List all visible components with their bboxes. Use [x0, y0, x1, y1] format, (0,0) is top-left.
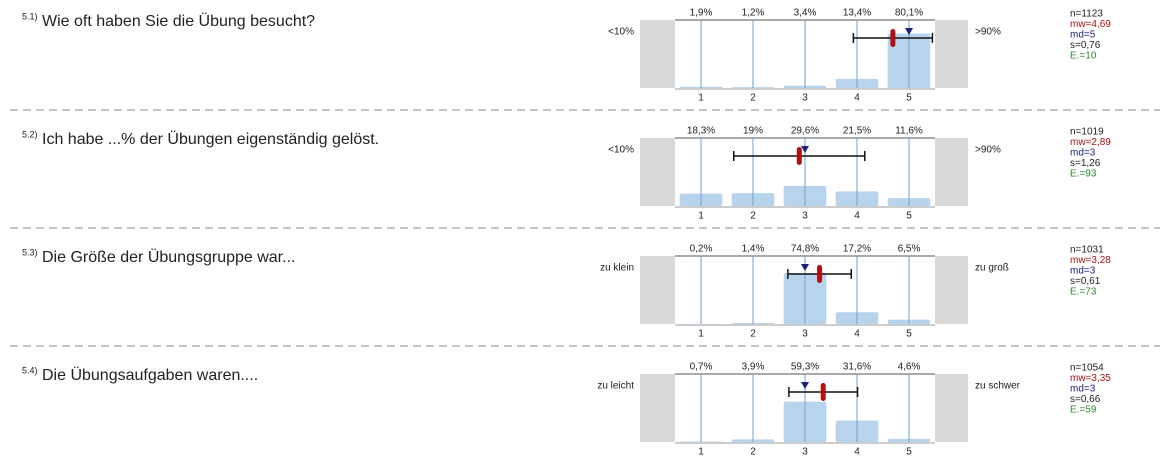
x-tick-label: 3 — [802, 329, 808, 340]
right-label: >90% — [975, 27, 1001, 38]
value-label: 29,6% — [791, 126, 819, 137]
stat-median: md=5 — [1070, 30, 1096, 41]
stat-median: md=3 — [1070, 384, 1096, 395]
value-label: 0,7% — [690, 362, 713, 373]
question-number: 5.3) — [22, 247, 38, 257]
x-tick-label: 4 — [854, 93, 860, 104]
right-label: >90% — [975, 145, 1001, 156]
value-label: 11,6% — [895, 126, 923, 137]
question-title: Wie oft haben Sie die Übung besucht? — [42, 12, 315, 30]
value-label: 1,2% — [742, 8, 765, 19]
stat-sd: s=0,76 — [1070, 40, 1101, 51]
value-label: 80,1% — [895, 8, 923, 19]
question-block: 5.1) Wie oft haben Sie die Übung besucht?… — [10, 8, 1160, 111]
stat-median: md=3 — [1070, 148, 1096, 159]
question-block: 5.2) Ich habe ...% der Übungen eigenständ… — [10, 126, 1160, 229]
value-label: 21,5% — [843, 126, 871, 137]
value-label: 3,9% — [742, 362, 765, 373]
left-panel — [640, 138, 675, 206]
right-label: zu groß — [975, 263, 1009, 274]
x-tick-label: 2 — [750, 447, 756, 457]
x-tick-label: 4 — [854, 447, 860, 457]
question-number: 5.4) — [22, 365, 38, 375]
question-block: 5.3) Die Größe der Übungsgruppe war... zu … — [10, 244, 1160, 347]
x-tick-label: 4 — [854, 329, 860, 340]
value-label: 17,2% — [843, 244, 871, 255]
mean-marker — [890, 29, 896, 47]
question-block: 5.4) Die Übungsaufgaben waren.... zu leich… — [22, 362, 1111, 457]
x-tick-label: 2 — [750, 329, 756, 340]
value-label: 6,5% — [898, 244, 921, 255]
question-title: Die Größe der Übungsgruppe war... — [42, 248, 295, 266]
x-tick-label: 1 — [698, 329, 704, 340]
right-panel — [935, 20, 968, 88]
stat-abstentions: E.=10 — [1070, 51, 1097, 62]
right-panel — [935, 374, 968, 442]
value-label: 74,8% — [791, 244, 819, 255]
value-label: 18,3% — [687, 126, 715, 137]
stat-mean: mw=4,69 — [1070, 19, 1111, 30]
stat-sd: s=0,61 — [1070, 276, 1101, 287]
x-tick-label: 1 — [698, 93, 704, 104]
question-title: Die Übungsaufgaben waren.... — [42, 366, 258, 384]
stat-sd: s=1,26 — [1070, 158, 1101, 169]
value-label: 59,3% — [791, 362, 819, 373]
value-label: 31,6% — [843, 362, 871, 373]
x-tick-label: 5 — [906, 211, 912, 222]
stat-abstentions: E.=93 — [1070, 169, 1097, 180]
left-label: zu leicht — [597, 381, 634, 392]
x-tick-label: 5 — [906, 329, 912, 340]
x-tick-label: 1 — [698, 211, 704, 222]
median-marker — [801, 264, 809, 271]
stat-sd: s=0,66 — [1070, 394, 1101, 405]
mean-marker — [820, 383, 826, 401]
value-label: 19% — [743, 126, 763, 137]
x-tick-label: 3 — [802, 93, 808, 104]
value-label: 3,4% — [794, 8, 817, 19]
x-tick-label: 1 — [698, 447, 704, 457]
stat-abstentions: E.=59 — [1070, 405, 1097, 416]
left-label: <10% — [608, 27, 634, 38]
stat-n: n=1054 — [1070, 363, 1104, 374]
median-marker — [801, 382, 809, 389]
stat-n: n=1031 — [1070, 245, 1104, 256]
stat-n: n=1019 — [1070, 127, 1104, 138]
left-label: zu klein — [600, 263, 634, 274]
question-title: Ich habe ...% der Übungen eigenständig g… — [42, 130, 379, 148]
mean-marker — [796, 147, 802, 165]
median-marker — [905, 28, 913, 35]
right-panel — [935, 256, 968, 324]
left-label: <10% — [608, 145, 634, 156]
value-label: 1,4% — [742, 244, 765, 255]
x-tick-label: 2 — [750, 93, 756, 104]
stat-mean: mw=3,28 — [1070, 255, 1111, 266]
question-number: 5.2) — [22, 129, 38, 139]
right-panel — [935, 138, 968, 206]
value-label: 4,6% — [898, 362, 921, 373]
x-tick-label: 3 — [802, 211, 808, 222]
x-tick-label: 5 — [906, 447, 912, 457]
x-tick-label: 5 — [906, 93, 912, 104]
value-label: 1,9% — [690, 8, 713, 19]
x-tick-label: 3 — [802, 447, 808, 457]
median-marker — [801, 146, 809, 153]
value-label: 0,2% — [690, 244, 713, 255]
left-panel — [640, 374, 675, 442]
question-number: 5.1) — [22, 11, 38, 21]
stat-n: n=1123 — [1070, 9, 1103, 20]
left-panel — [640, 20, 675, 88]
x-tick-label: 2 — [750, 211, 756, 222]
x-tick-label: 4 — [854, 211, 860, 222]
stat-mean: mw=2,89 — [1070, 137, 1111, 148]
stat-abstentions: E.=73 — [1070, 287, 1097, 298]
mean-marker — [817, 265, 823, 283]
stat-mean: mw=3,35 — [1070, 373, 1111, 384]
stat-median: md=3 — [1070, 266, 1096, 277]
left-panel — [640, 256, 675, 324]
value-label: 13,4% — [843, 8, 871, 19]
right-label: zu schwer — [975, 381, 1021, 392]
